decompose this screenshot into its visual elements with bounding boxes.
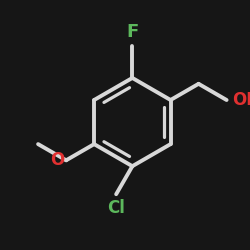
Text: OH: OH bbox=[232, 91, 250, 109]
Text: Cl: Cl bbox=[107, 199, 125, 217]
Text: F: F bbox=[126, 23, 138, 41]
Text: O: O bbox=[50, 151, 64, 169]
